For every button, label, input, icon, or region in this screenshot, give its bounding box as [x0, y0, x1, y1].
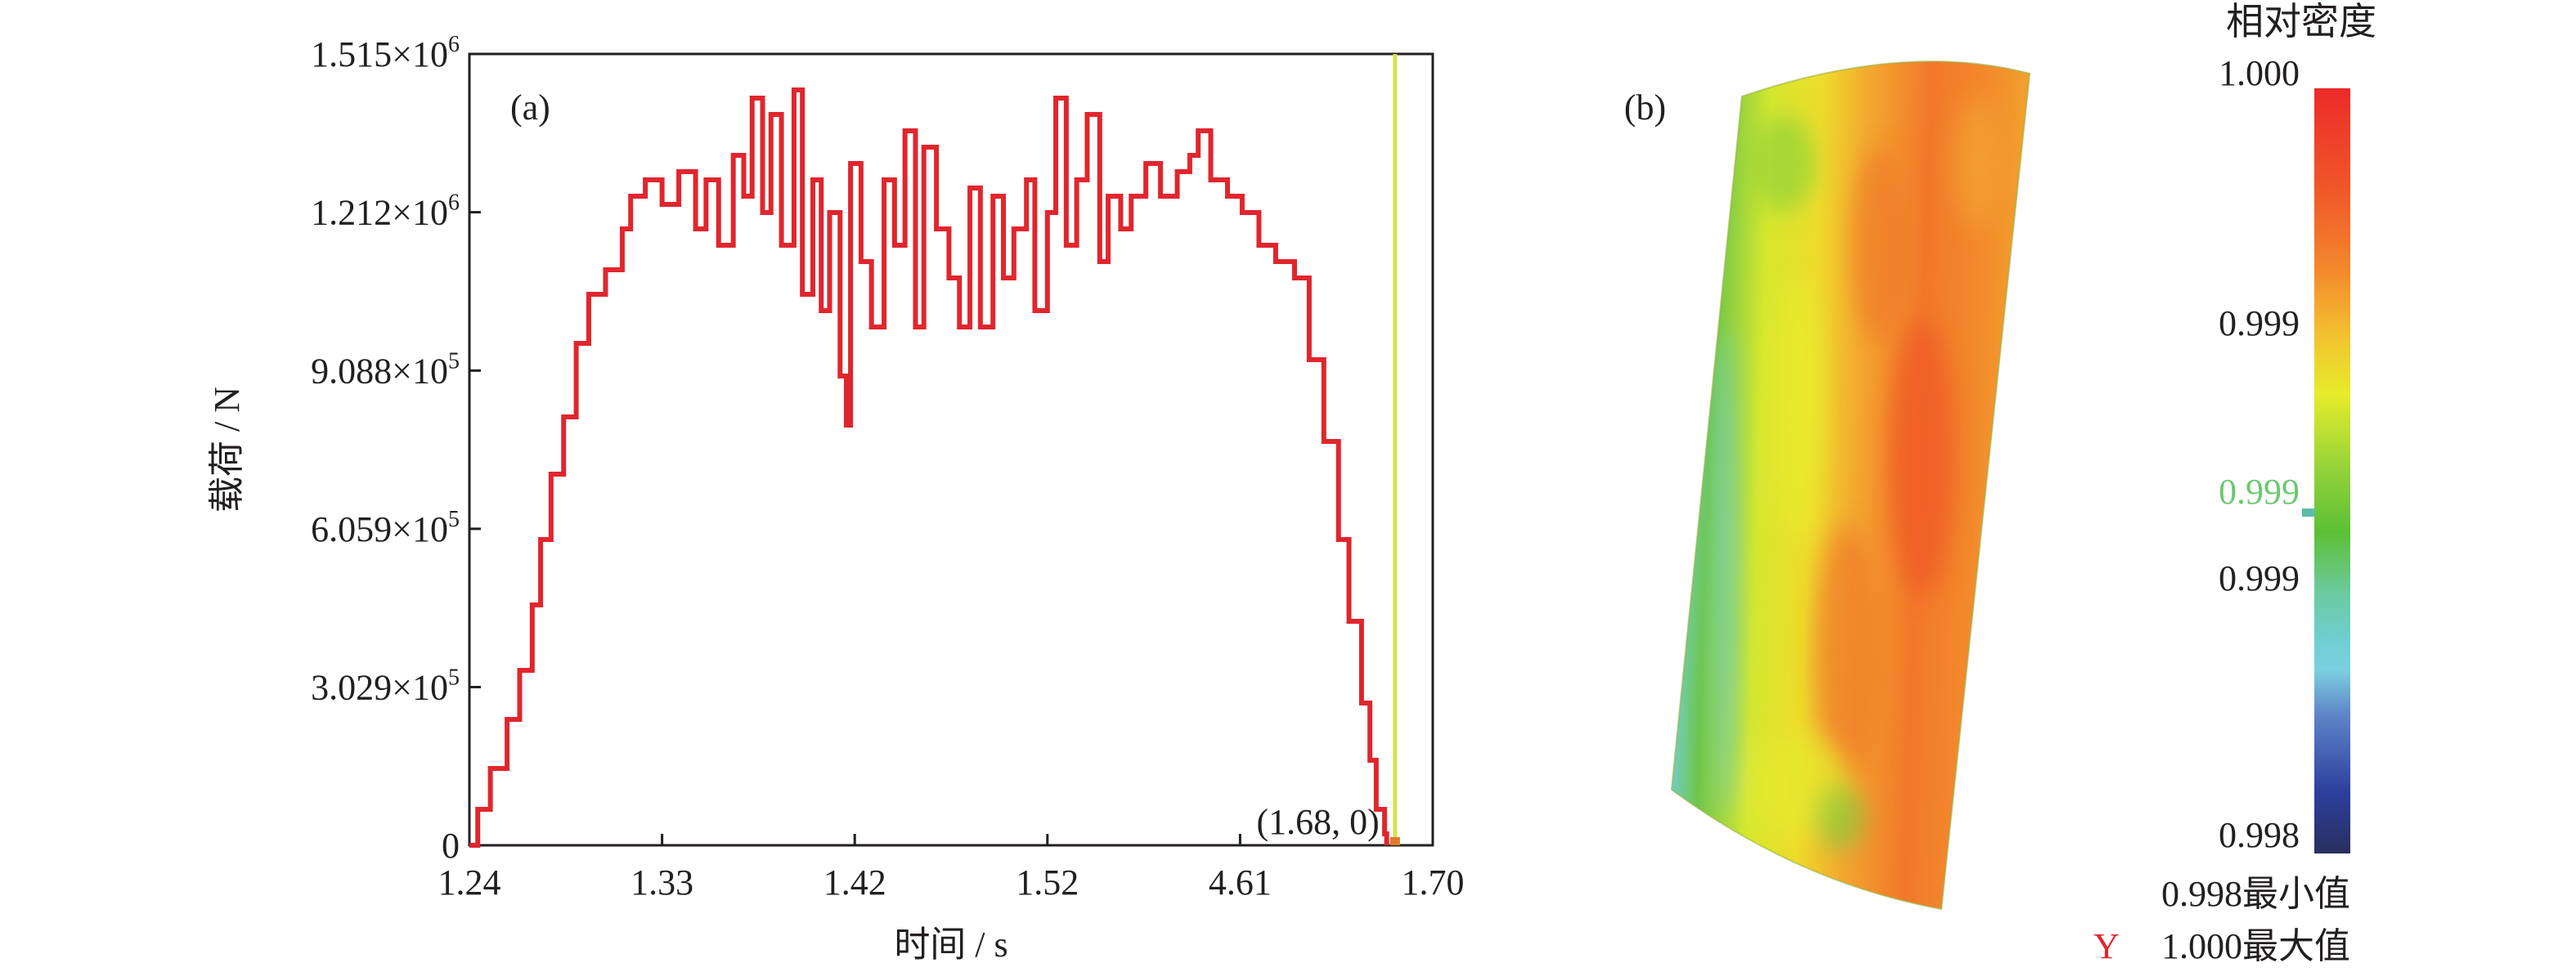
colorbar-tick-label: 0.998 — [2219, 815, 2300, 855]
panel-label-b: (b) — [1624, 87, 1666, 128]
x-tick-label: 1.24 — [438, 862, 501, 903]
load-series-line — [469, 87, 1389, 848]
end-point-marker — [1389, 837, 1400, 845]
x-axis-ticks: 1.24 1.33 1.42 1.52 4.61 1.70 — [438, 834, 1465, 903]
colorbar-tick-label: 0.999 — [2219, 558, 2300, 598]
x-tick-label: 4.61 — [1209, 862, 1272, 903]
colorbar-max-value: 1.000最大值 — [2161, 926, 2350, 966]
y-axis-ticks: 0 3.029×105 6.059×105 9.088×105 1.212×106 1.5… — [311, 32, 481, 866]
y-tick-label: 3.029×105 — [311, 665, 460, 707]
colorbar-title: 相对密度 — [2226, 1, 2376, 43]
y-tick-label: 6.059×105 — [311, 507, 460, 549]
end-point-annotation: (1.68, 0) — [1256, 802, 1379, 842]
y-tick-label: 1.212×106 — [311, 190, 460, 233]
y-tick-label: 0 — [442, 826, 460, 866]
y-tick-label: 9.088×105 — [311, 348, 460, 391]
colorbar-min-value: 0.998最小值 — [2161, 874, 2350, 914]
panel-label-a: (a) — [510, 87, 550, 128]
x-tick-label: 1.52 — [1016, 862, 1079, 903]
specimen-density-map — [1670, 60, 2031, 911]
plot-frame — [468, 52, 1434, 847]
y-tick-label: 1.515×106 — [311, 32, 460, 74]
colorbar-value-pointer[interactable] — [2302, 508, 2315, 517]
load-time-chart: (a) 0 3.029×105 6.059×105 9.088×105 1.212×10… — [207, 32, 1465, 965]
x-tick-label: 1.42 — [824, 862, 886, 903]
colorbar-tick-label: 1.000 — [2219, 53, 2300, 93]
x-tick-label: 1.70 — [1402, 862, 1465, 903]
x-tick-label: 1.33 — [631, 862, 693, 903]
colorbar — [2314, 88, 2350, 853]
x-axis-label: 时间 / s — [894, 925, 1008, 965]
colorbar-tick-label: 0.999 — [2219, 303, 2300, 343]
y-axis-label: 载荷 / N — [207, 387, 247, 513]
colorbar-max-marker: Y — [2094, 926, 2120, 966]
colorbar-highlight-label: 0.999 — [2219, 472, 2300, 512]
density-contour-panel: (b) 相对密度 1.000 0.999 0.999 0.999 0.998 0… — [1624, 1, 2376, 966]
